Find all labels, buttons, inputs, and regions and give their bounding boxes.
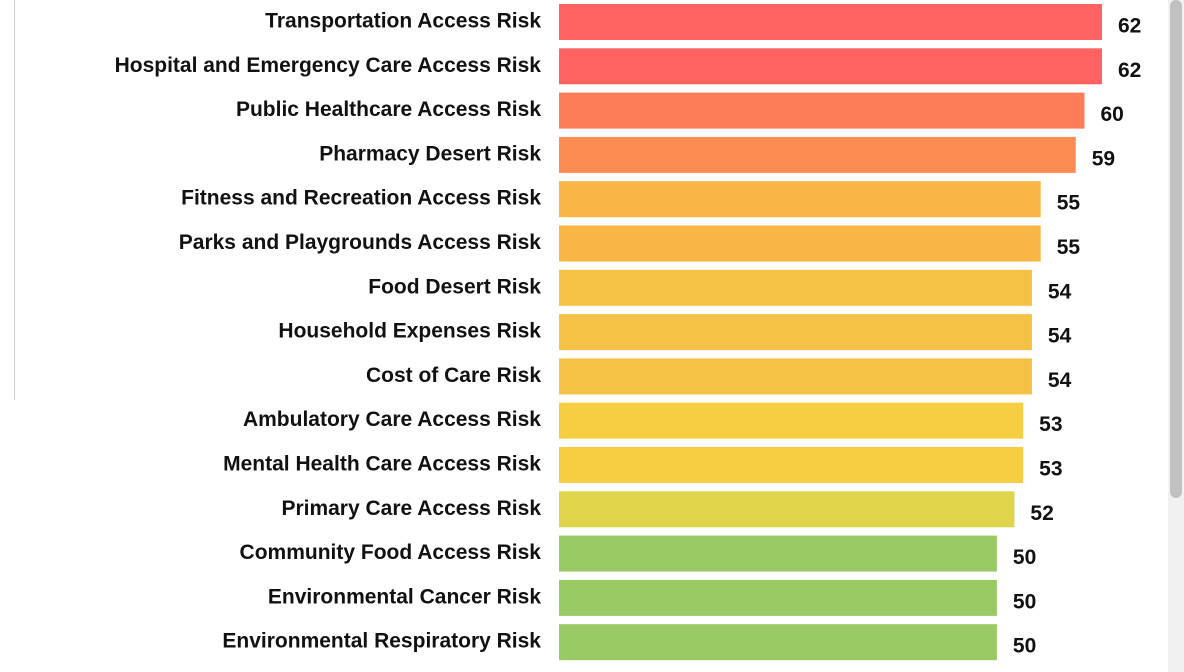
value-label: 54 — [1048, 325, 1072, 348]
category-label: Environmental Cancer Risk — [268, 585, 541, 608]
value-label: 55 — [1057, 236, 1081, 259]
value-label: 53 — [1039, 413, 1062, 436]
value-label: 62 — [1118, 59, 1141, 82]
category-label: Pharmacy Desert Risk — [319, 142, 541, 165]
bar — [559, 402, 1024, 439]
value-label: 59 — [1092, 147, 1115, 170]
category-label: Food Desert Risk — [368, 275, 541, 298]
category-label: Ambulatory Care Access Risk — [243, 408, 541, 431]
category-label: Community Food Access Risk — [240, 541, 542, 564]
bar — [559, 225, 1041, 262]
category-label: Mental Health Care Access Risk — [223, 453, 541, 476]
bar — [559, 491, 1015, 528]
category-label: Transportation Access Risk — [265, 10, 541, 33]
category-label: Environmental Respiratory Risk — [222, 630, 541, 653]
scrollbar-thumb[interactable] — [1170, 0, 1182, 498]
bar — [559, 579, 997, 616]
category-label: Cost of Care Risk — [366, 364, 541, 387]
bar — [559, 181, 1041, 218]
bar — [559, 4, 1102, 40]
category-label: Hospital and Emergency Care Access Risk — [115, 54, 542, 77]
value-label: 50 — [1013, 590, 1036, 613]
bar — [559, 358, 1032, 395]
value-label: 60 — [1100, 103, 1123, 126]
category-label: Fitness and Recreation Access Risk — [181, 187, 541, 210]
bar — [559, 314, 1032, 351]
value-label: 52 — [1030, 502, 1053, 525]
category-label: Primary Care Access Risk — [281, 497, 541, 520]
value-label: 50 — [1013, 635, 1036, 658]
bar — [559, 447, 1024, 483]
bar — [559, 92, 1085, 129]
value-label: 54 — [1048, 369, 1072, 392]
value-label: 55 — [1057, 192, 1081, 215]
bar — [559, 269, 1032, 306]
category-label: Parks and Playgrounds Access Risk — [179, 231, 542, 254]
value-label: 54 — [1048, 280, 1072, 303]
value-label: 50 — [1013, 546, 1036, 569]
category-label: Public Healthcare Access Risk — [236, 98, 541, 121]
bar — [559, 535, 997, 572]
value-label: 62 — [1118, 15, 1141, 38]
category-label: Household Expenses Risk — [278, 320, 541, 343]
bar — [559, 624, 997, 661]
value-label: 53 — [1039, 458, 1062, 481]
bar — [559, 48, 1102, 85]
bar — [559, 136, 1076, 173]
